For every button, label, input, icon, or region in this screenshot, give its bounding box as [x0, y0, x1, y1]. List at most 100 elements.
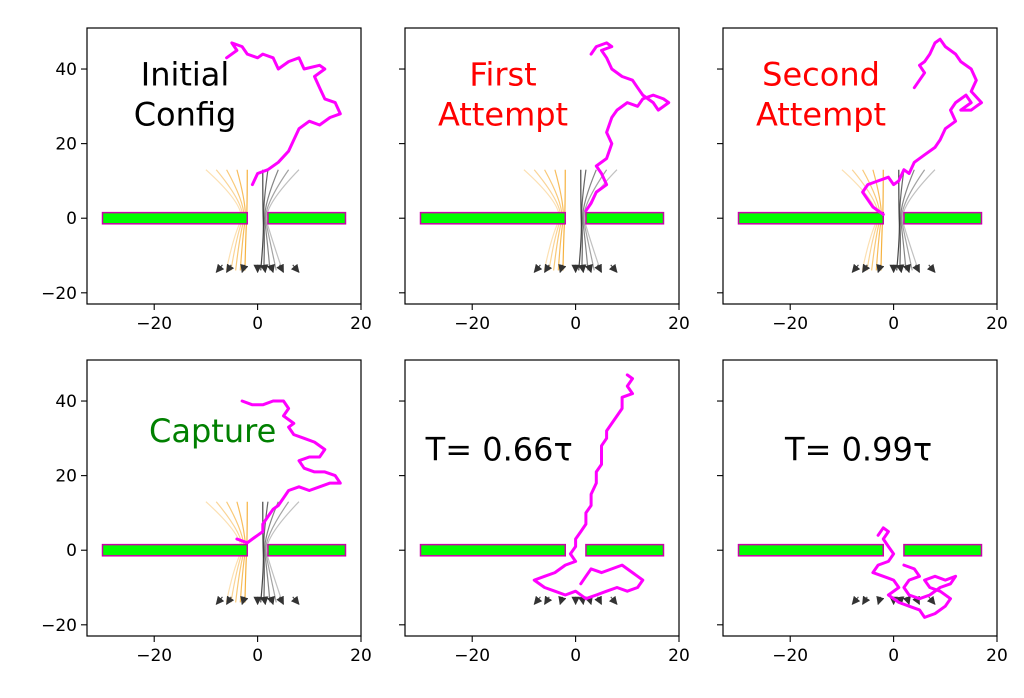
- field-arrow: [862, 263, 871, 274]
- panel-label-line: Second: [762, 56, 880, 94]
- field-line-dark: [581, 169, 587, 271]
- field-lines: [533, 595, 618, 606]
- panel-frame: [404, 27, 680, 305]
- field-line-dark: [899, 169, 915, 271]
- membrane-right: [585, 211, 665, 225]
- x-tick-label: −20: [136, 314, 172, 334]
- field-arrow: [584, 263, 593, 274]
- y-tick-label: 40: [55, 60, 77, 80]
- field-arrow: [276, 263, 284, 274]
- panel-frame: [404, 359, 680, 637]
- panel-label: T= 0.99τ: [784, 431, 932, 469]
- panel-3: Second Attempt −20 0 20: [717, 27, 1008, 334]
- x-tick-label: 20: [350, 646, 372, 666]
- panel-frame: [722, 359, 998, 637]
- field-arrow: [276, 595, 284, 606]
- field-line-dark: [264, 169, 279, 271]
- x-tick-label: 20: [668, 646, 690, 666]
- membrane-right: [903, 543, 983, 557]
- field-arrow: [578, 596, 587, 606]
- field-line-dark: [896, 169, 900, 271]
- field-line-dark: [264, 169, 290, 271]
- field-arrow: [608, 595, 618, 605]
- field-arrow: [862, 595, 871, 606]
- y-tick-label: −20: [41, 284, 77, 304]
- membrane-left: [737, 543, 885, 557]
- field-arrow: [215, 263, 225, 273]
- x-tick-label: −20: [136, 646, 172, 666]
- field-arrow: [533, 263, 543, 273]
- panel-frame: [86, 359, 362, 637]
- membrane-right: [585, 543, 665, 557]
- panel-label-line: Config: [134, 96, 237, 134]
- field-line-dark: [260, 169, 264, 271]
- field-arrow: [544, 595, 553, 606]
- panel-label: T= 0.66τ: [425, 431, 573, 469]
- panel-label-line: Attempt: [438, 96, 568, 134]
- membrane-left: [101, 543, 249, 557]
- panel-2: First Attempt −20 0 20: [399, 27, 690, 334]
- x-tick-label: 20: [986, 314, 1008, 334]
- field-line-dark: [263, 169, 269, 271]
- field-arrow: [902, 263, 911, 274]
- field-arrow: [851, 263, 861, 273]
- x-tick-label: 0: [570, 646, 581, 666]
- x-tick-label: 20: [986, 646, 1008, 666]
- field-arrow: [260, 264, 269, 274]
- x-tick-label: 20: [350, 314, 372, 334]
- field-arrow: [533, 595, 543, 605]
- field-arrow: [226, 263, 235, 274]
- field-arrow: [851, 595, 861, 605]
- field-arrow: [240, 263, 249, 274]
- field-line-dark: [264, 501, 290, 603]
- x-tick-label: −20: [454, 314, 490, 334]
- polymer-trace: [871, 526, 958, 619]
- field-line-dark: [901, 169, 936, 271]
- polymer-trace: [225, 41, 342, 187]
- y-tick-label: 0: [66, 541, 77, 561]
- field-arrow: [608, 263, 618, 273]
- field-line-dark: [260, 501, 264, 603]
- panel-label-line: First: [469, 56, 536, 94]
- field-arrow: [290, 263, 300, 273]
- field-arrow: [266, 595, 275, 606]
- field-arrow: [594, 263, 602, 274]
- panel-plot-area: [737, 37, 983, 274]
- panel-plot-area: [737, 526, 983, 619]
- panel-label: First Attempt: [438, 56, 568, 134]
- panel-label: Capture: [149, 412, 276, 450]
- y-tick-label: 0: [66, 209, 77, 229]
- panel-frame: [86, 27, 362, 305]
- panel-plot-area: [419, 373, 665, 606]
- membrane-left: [737, 211, 885, 225]
- x-tick-label: −20: [772, 646, 808, 666]
- field-arrow: [876, 263, 885, 274]
- y-tick-label: −20: [41, 616, 77, 636]
- x-tick-label: 0: [570, 314, 581, 334]
- membrane-right: [267, 211, 347, 225]
- x-tick-label: 0: [888, 646, 899, 666]
- membrane-right: [903, 211, 983, 225]
- panel-frame: [722, 27, 998, 305]
- x-tick-label: 0: [888, 314, 899, 334]
- panel-plot-area: [101, 399, 347, 606]
- panel-label: Second Attempt: [756, 56, 886, 134]
- field-arrow: [876, 595, 885, 606]
- field-line-dark: [581, 169, 597, 271]
- panel-1: Initial Config −20 0 20 −20 0 20 40: [41, 27, 372, 334]
- membrane-left: [419, 211, 567, 225]
- field-arrow: [896, 264, 905, 274]
- field-arrow: [558, 263, 567, 274]
- field-arrow: [926, 263, 936, 273]
- y-tick-label: 20: [55, 467, 77, 487]
- field-line-dark: [265, 169, 300, 271]
- field-arrow: [290, 595, 300, 605]
- panel-4: Capture −20 0 20 −20 0 20 40: [41, 359, 372, 666]
- y-tick-label: 40: [55, 392, 77, 412]
- field-arrow: [558, 595, 567, 606]
- field-line-dark: [265, 501, 300, 603]
- panel-5: T= 0.66τ −20 0 20: [399, 359, 690, 666]
- y-tick-label: 20: [55, 135, 77, 155]
- field-arrow: [544, 263, 553, 274]
